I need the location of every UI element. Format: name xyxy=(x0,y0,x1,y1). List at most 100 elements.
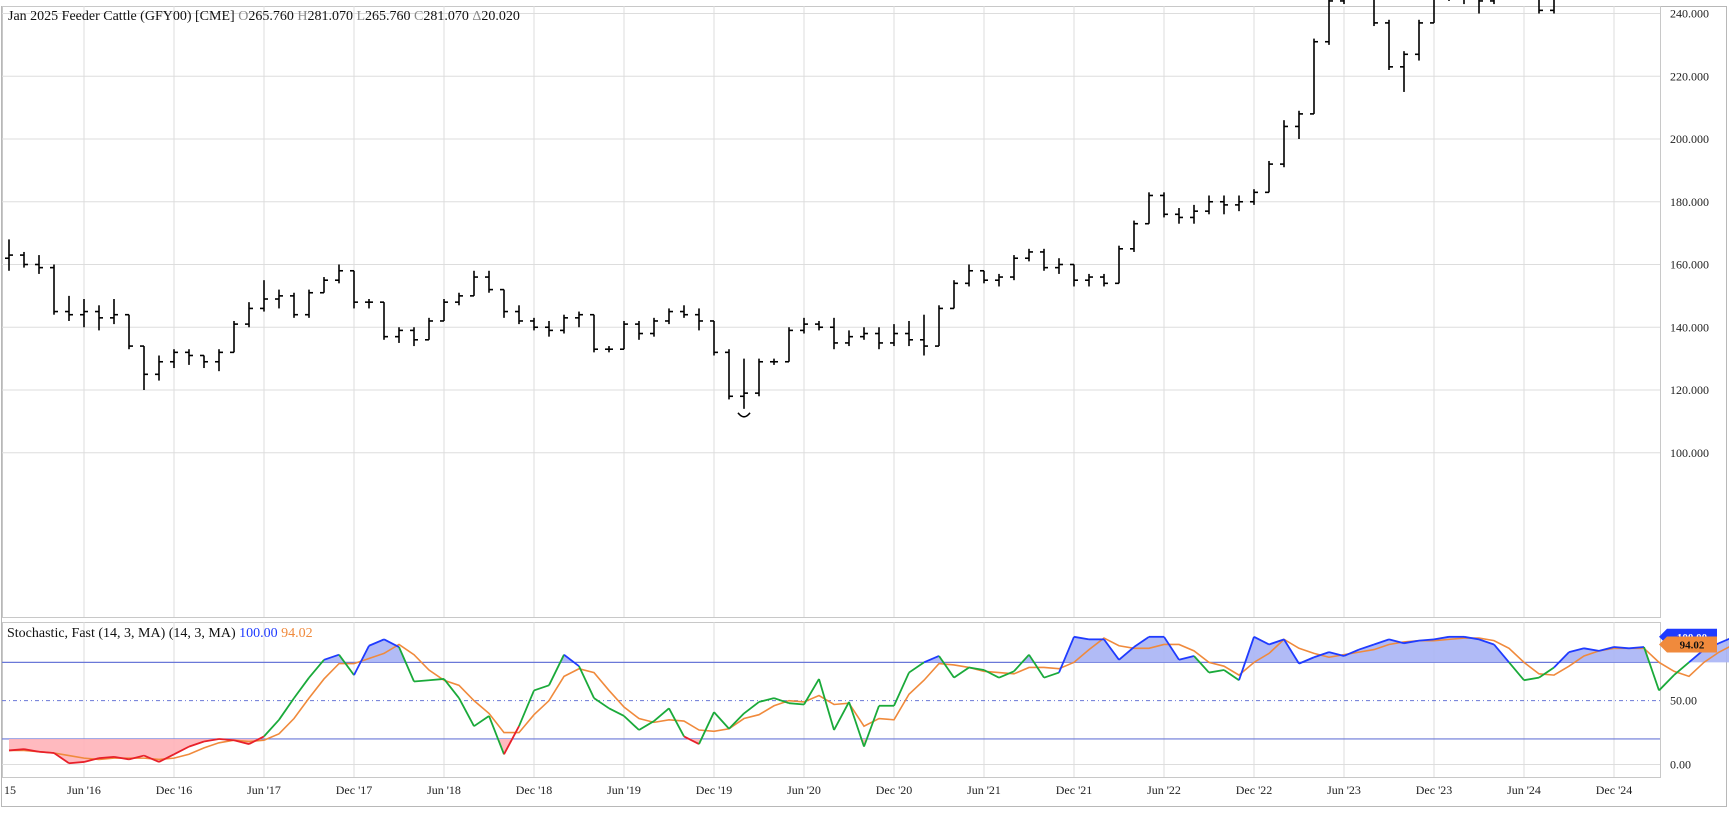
ohlc-bar xyxy=(995,273,1003,287)
stochastic-params: (14, 3, MA) xyxy=(168,626,236,641)
x-tick-label: Jun '16 xyxy=(67,783,101,797)
stochastic-k-segment xyxy=(893,672,910,707)
ohlc-bar xyxy=(845,330,853,347)
stochastic-k-segment xyxy=(743,701,760,715)
ohlc-bar xyxy=(1055,258,1063,274)
ohlc-bar xyxy=(1280,120,1288,168)
stochastic-k-segment xyxy=(728,712,745,730)
stochastic-k-segment xyxy=(803,678,820,705)
stochastic-k-segment xyxy=(368,638,385,647)
ohlc-bar xyxy=(920,314,928,356)
stochastic-k-segment xyxy=(983,669,1000,679)
ohlc-bar xyxy=(5,239,13,271)
stochastic-k-segment xyxy=(1673,661,1690,676)
stochastic-k-segment xyxy=(758,697,775,703)
low-marker xyxy=(737,412,751,418)
ohlc-bar xyxy=(95,305,103,331)
ohlc-bar xyxy=(740,358,748,409)
ohlc-bar xyxy=(815,320,823,331)
stochastic-k-segment xyxy=(1013,654,1030,672)
stochastic-k-segment xyxy=(68,761,85,765)
x-tick-label: Dec '18 xyxy=(516,783,552,797)
close-value: 281.070 xyxy=(423,9,469,24)
stochastic-k-segment xyxy=(1343,648,1360,657)
stochastic-k-segment xyxy=(668,707,685,737)
stochastic-k-segment xyxy=(1073,635,1090,641)
stochastic-k-segment xyxy=(623,715,640,731)
price-pane xyxy=(2,6,1661,618)
stochastic-k-segment xyxy=(593,697,610,710)
stochastic-k-segment xyxy=(413,679,430,683)
ohlc-bar xyxy=(1250,189,1258,205)
stochastic-d-value: 94.02 xyxy=(281,626,313,641)
ohlc-bar xyxy=(290,292,298,318)
stochastic-k-segment xyxy=(608,707,625,717)
open-value: 265.760 xyxy=(248,9,294,24)
x-tick-label: Dec '21 xyxy=(1056,783,1092,797)
ohlc-bar xyxy=(65,295,73,321)
stochastic-k-segment xyxy=(1433,635,1450,641)
ohlc-bar xyxy=(1385,19,1393,70)
d-value-badge xyxy=(1659,636,1717,653)
ohlc-bar xyxy=(860,327,868,340)
ohlc-bar xyxy=(1025,248,1033,262)
ohlc-bar xyxy=(1220,195,1228,215)
ohlc-bar xyxy=(755,358,763,397)
ohlc-bar xyxy=(530,317,538,331)
ohlc-bar xyxy=(140,345,148,390)
ohlc-bar xyxy=(1145,192,1153,225)
ohlc-bar xyxy=(1175,208,1183,224)
ohlc-bar xyxy=(800,317,808,334)
ohlc-bar xyxy=(695,308,703,331)
overbought-fill xyxy=(321,636,1729,663)
stochastic-k-segment xyxy=(1103,638,1120,661)
price-bars xyxy=(5,0,1555,409)
x-tick-label: Jun '21 xyxy=(967,783,1001,797)
x-tick-label: Jun '17 xyxy=(247,783,281,797)
ohlc-bar xyxy=(1235,195,1243,212)
stochastic-k-segment xyxy=(293,677,310,699)
stochastic-k-segment xyxy=(398,646,415,682)
ohlc-bar xyxy=(170,349,178,369)
ohlc-bar xyxy=(665,308,673,325)
ohlc-bar xyxy=(1190,204,1198,224)
price-y-tick-label: 240.000 xyxy=(1670,7,1709,21)
stochastic-k-segment xyxy=(1178,655,1195,661)
ohlc-bar xyxy=(890,324,898,347)
x-tick-label: Jun '19 xyxy=(607,783,641,797)
x-tick-label: Dec '16 xyxy=(156,783,192,797)
stochastic-k-segment xyxy=(653,707,670,722)
stochastic-k-segment xyxy=(1463,635,1480,641)
stochastic-k-segment xyxy=(1403,639,1420,645)
stochastic-k-segment xyxy=(353,645,370,676)
low-value: 265.760 xyxy=(365,9,411,24)
high-label: H xyxy=(297,9,308,24)
stochastic-k-segment xyxy=(908,661,925,674)
stochastic-k-segment xyxy=(1418,638,1435,642)
stochastic-k-segment xyxy=(1478,638,1495,646)
stochastic-k-segment xyxy=(8,748,25,752)
stochastic-k-segment xyxy=(1388,638,1405,645)
stochastic-k-segment xyxy=(488,715,505,755)
stochastic-k-segment xyxy=(1553,651,1570,669)
stochastic-k-segment xyxy=(1643,646,1660,691)
stochastic-k-segment xyxy=(1373,638,1390,646)
ohlc-bar xyxy=(275,289,283,309)
stochastic-k-segment xyxy=(1508,661,1525,681)
ohlc-bar xyxy=(590,313,598,353)
open-label: O xyxy=(238,9,249,24)
ohlc-bar xyxy=(215,349,223,372)
close-label: C xyxy=(414,9,424,24)
ohlc-bar xyxy=(965,264,973,287)
ohlc-bar xyxy=(1415,19,1423,61)
ohlc-bar xyxy=(935,305,943,347)
x-tick-label: Dec '22 xyxy=(1236,783,1272,797)
stochastic-k-segment xyxy=(278,697,295,721)
stochastic-k-segment xyxy=(683,735,700,745)
high-value: 281.070 xyxy=(307,9,353,24)
stochastic-k-segment xyxy=(1283,638,1300,665)
x-tick-label: Jun '24 xyxy=(1507,783,1541,797)
ohlc-bar xyxy=(1340,0,1345,5)
ohlc-bar xyxy=(200,354,208,369)
